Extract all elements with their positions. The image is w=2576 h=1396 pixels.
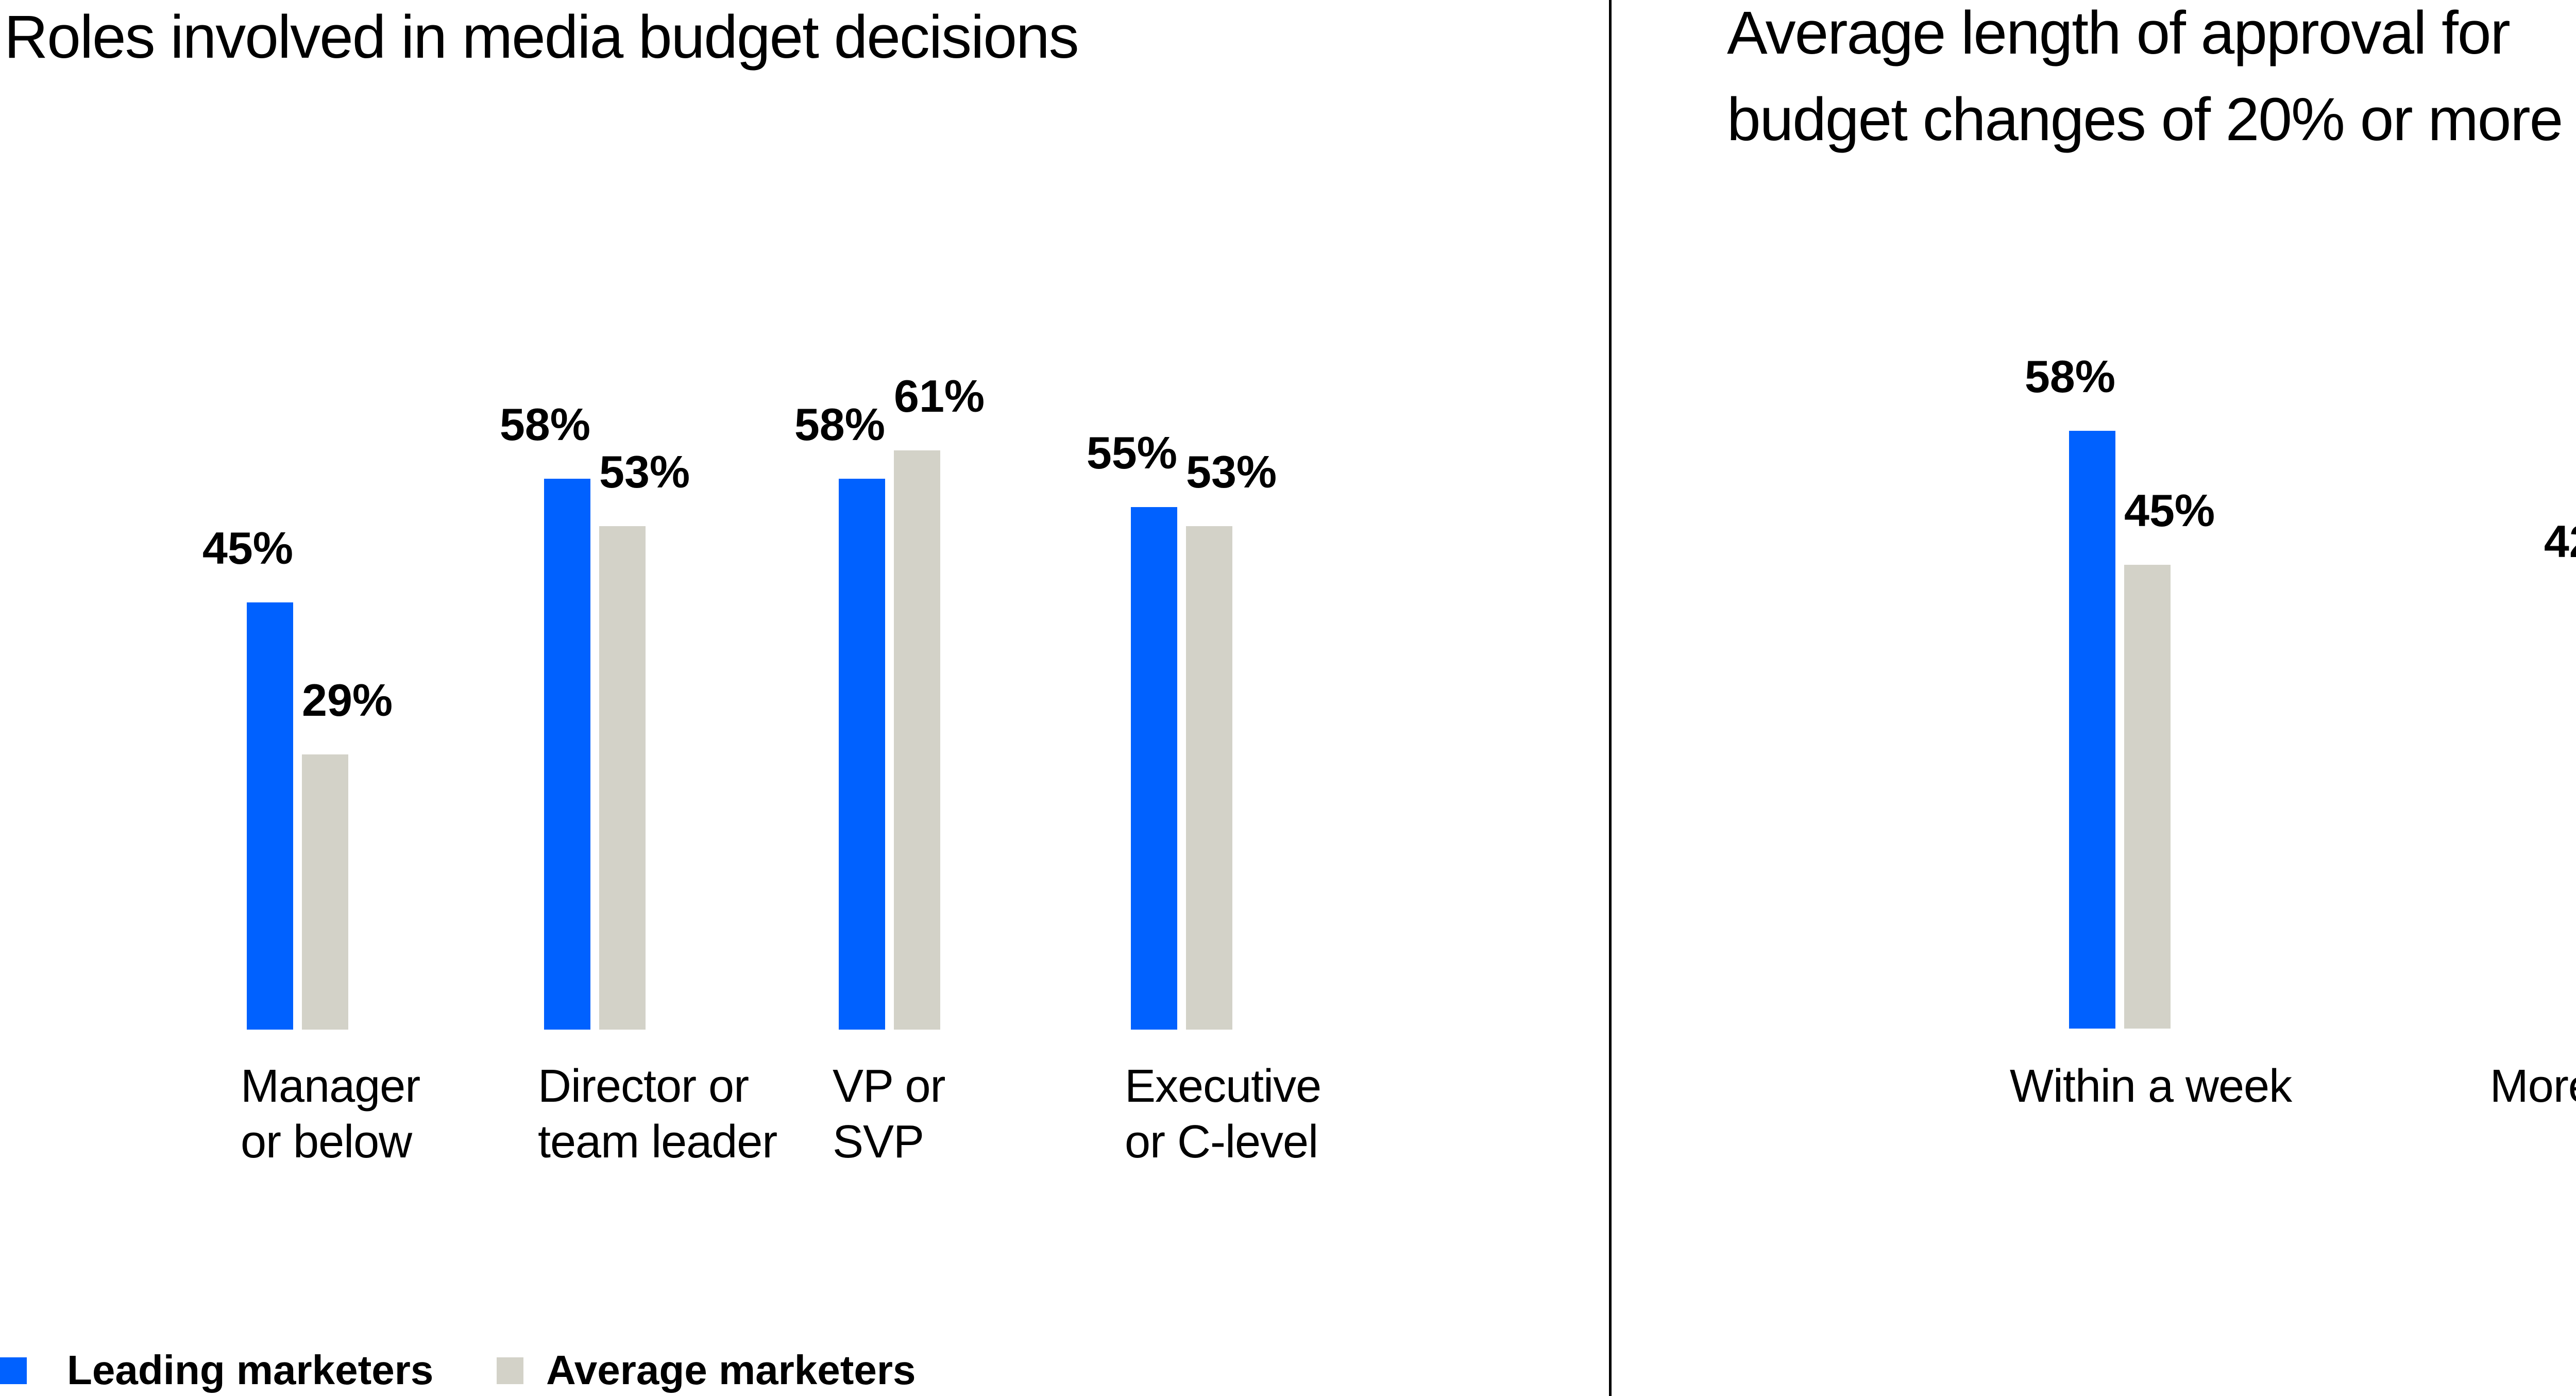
value-label-leading: 58% bbox=[794, 399, 885, 450]
bar-leading-marketers bbox=[247, 602, 293, 1030]
bar-average-marketers bbox=[894, 450, 940, 1030]
value-label-average: 53% bbox=[1186, 446, 1277, 497]
value-label-average: 53% bbox=[599, 446, 690, 497]
value-label-average: 45% bbox=[2124, 485, 2215, 536]
legend-swatch-leading-marketers bbox=[0, 1357, 27, 1384]
category-label: Director or team leader bbox=[538, 1061, 777, 1168]
category-label: More than a week bbox=[2489, 1061, 2576, 1112]
value-label-leading: 55% bbox=[1086, 427, 1177, 478]
right-chart-title: Average length of approval for budget ch… bbox=[1727, 0, 2563, 154]
category-label: Within a week bbox=[2009, 1061, 2292, 1112]
legend-swatch-average-marketers bbox=[497, 1357, 523, 1384]
value-label-leading: 45% bbox=[202, 523, 293, 574]
value-label-leading: 58% bbox=[499, 399, 590, 450]
value-label-average: 29% bbox=[302, 675, 393, 726]
bar-leading-marketers bbox=[839, 479, 885, 1030]
left-chart-title: Roles involved in media budget decisions bbox=[4, 3, 1079, 71]
bar-average-marketers bbox=[599, 526, 646, 1030]
divider-line bbox=[1609, 0, 1612, 1396]
value-label-leading: 58% bbox=[2024, 351, 2115, 402]
category-label: Manager or below bbox=[241, 1061, 420, 1168]
bar-leading-marketers bbox=[2069, 431, 2115, 1029]
legend-label-leading-marketers: Leading marketers bbox=[67, 1347, 434, 1393]
category-label: VP or SVP bbox=[833, 1061, 945, 1168]
value-label-average: 61% bbox=[894, 371, 985, 422]
legend-label-average-marketers: Average marketers bbox=[546, 1347, 916, 1393]
bar-average-marketers bbox=[2124, 565, 2171, 1029]
category-label: Executive or C-level bbox=[1125, 1061, 1321, 1168]
bar-leading-marketers bbox=[544, 479, 590, 1030]
bar-average-marketers bbox=[302, 754, 348, 1030]
bar-average-marketers bbox=[1186, 526, 1232, 1030]
bar-leading-marketers bbox=[1131, 507, 1177, 1030]
value-label-leading: 42% bbox=[2544, 516, 2576, 567]
